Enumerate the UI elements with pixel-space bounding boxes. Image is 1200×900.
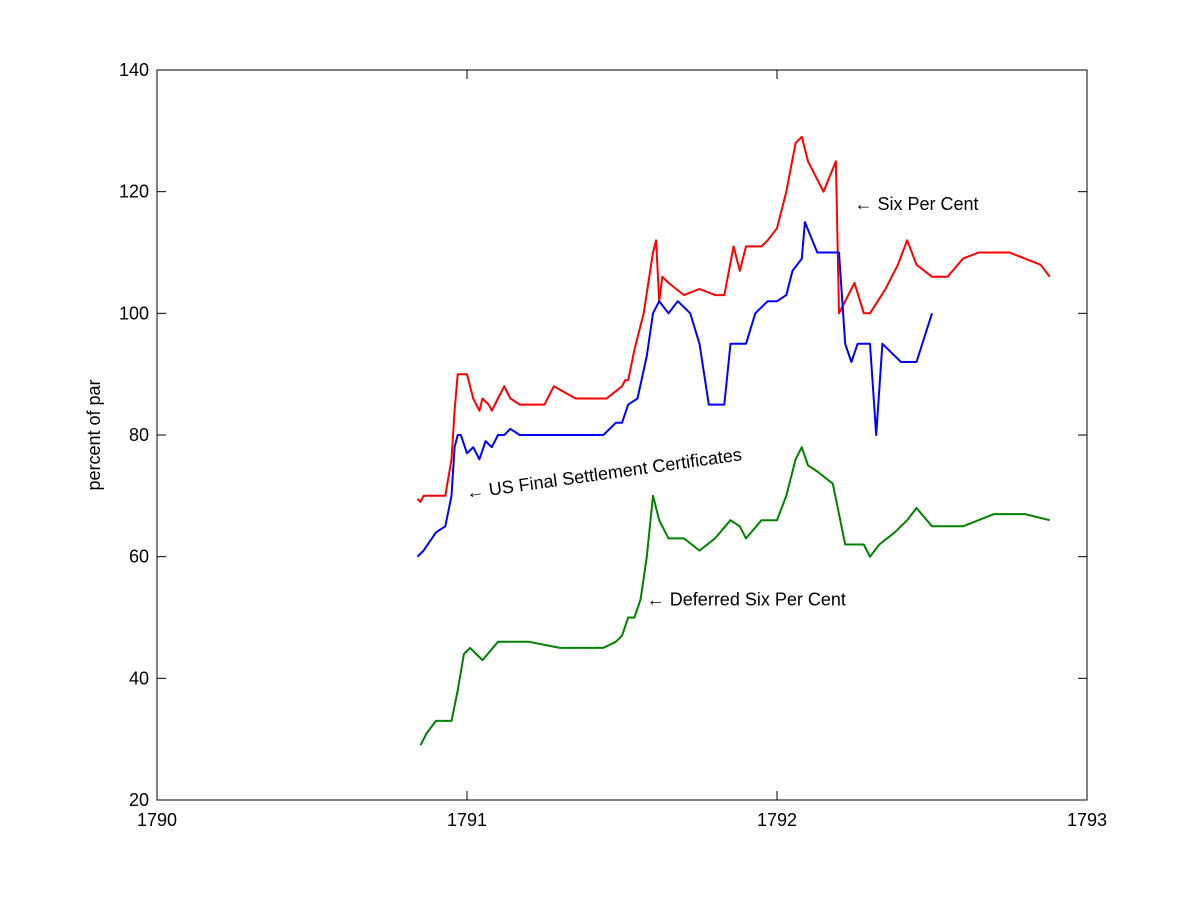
y-tick-label-80: 80 [129, 425, 149, 445]
series-line-six-per-cent [416, 135, 1051, 503]
x-tick-label-1790: 1790 [137, 810, 177, 830]
plot-area [156, 69, 1088, 801]
x-tick-label-1791: 1791 [447, 810, 487, 830]
annotation-2: ← Deferred Six Per Cent [647, 589, 846, 609]
ticks [156, 69, 1088, 801]
x-tick-label-1793: 1793 [1067, 810, 1107, 830]
annotation-0: ← Six Per Cent [855, 194, 979, 214]
y-tick-label-60: 60 [129, 547, 149, 567]
y-tick-label-140: 140 [119, 60, 149, 80]
series-line-us-final-settlement-certificates [416, 221, 933, 558]
x-tick-label-1792: 1792 [757, 810, 797, 830]
y-tick-label-40: 40 [129, 668, 149, 688]
y-axis-label: percent of par [84, 379, 104, 490]
y-tick-label-100: 100 [119, 303, 149, 323]
series-group [416, 135, 1051, 746]
y-tick-label-120: 120 [119, 182, 149, 202]
y-tick-label-20: 20 [129, 790, 149, 810]
series-line-deferred-six-per-cent [419, 446, 1051, 746]
tick-labels: 1790 1791 1792 1793 20 40 60 80 100 120 140 [119, 60, 1107, 830]
